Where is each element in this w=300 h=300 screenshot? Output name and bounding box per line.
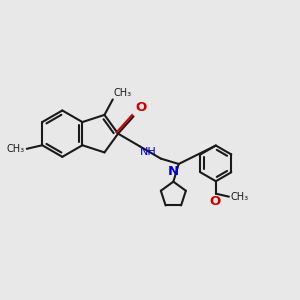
- Text: O: O: [135, 101, 147, 114]
- Text: CH₃: CH₃: [114, 88, 132, 98]
- Text: NH: NH: [140, 147, 157, 157]
- Text: N: N: [168, 165, 179, 178]
- Text: CH₃: CH₃: [230, 192, 248, 202]
- Text: O: O: [210, 195, 221, 208]
- Text: CH₃: CH₃: [7, 144, 25, 154]
